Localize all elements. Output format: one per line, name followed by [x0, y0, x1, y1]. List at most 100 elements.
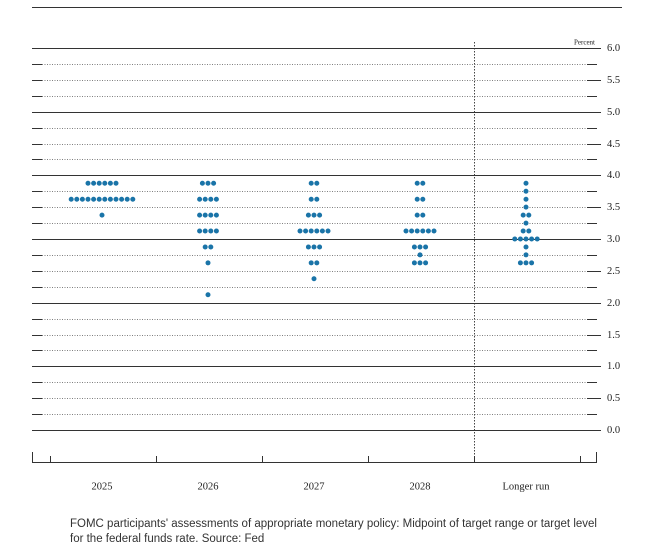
- y-tick-label: 0.5: [607, 393, 620, 404]
- dot: [197, 212, 203, 218]
- dot: [305, 244, 311, 250]
- dot: [523, 244, 529, 250]
- dot: [208, 212, 214, 218]
- dot: [197, 228, 203, 234]
- dot: [311, 244, 317, 250]
- dot: [119, 196, 125, 202]
- dot: [523, 252, 529, 258]
- dot: [211, 180, 217, 186]
- dot: [512, 236, 518, 242]
- dot: [213, 228, 219, 234]
- dot: [414, 212, 420, 218]
- dot: [523, 260, 529, 266]
- y-tick-label: 2.5: [607, 266, 620, 277]
- dot: [423, 260, 429, 266]
- dot: [205, 292, 211, 298]
- dot: [317, 244, 323, 250]
- dot: [414, 228, 420, 234]
- unit-label: Percent: [574, 39, 595, 47]
- dot: [534, 236, 540, 242]
- dot: [130, 196, 136, 202]
- dot: [202, 212, 208, 218]
- dot: [314, 228, 320, 234]
- x-tick-label: 2027: [304, 481, 325, 492]
- dot: [526, 228, 532, 234]
- dot: [79, 196, 85, 202]
- dot: [411, 260, 417, 266]
- dot: [526, 212, 532, 218]
- dot: [529, 236, 535, 242]
- dot: [208, 228, 214, 234]
- dot: [520, 212, 526, 218]
- dot: [74, 196, 80, 202]
- dot: [420, 228, 426, 234]
- dot: [124, 196, 130, 202]
- dot: [517, 236, 523, 242]
- dot: [202, 228, 208, 234]
- dot: [420, 212, 426, 218]
- x-axis: [32, 452, 597, 463]
- y-tick-label: 1.5: [607, 330, 620, 341]
- dot: [523, 180, 529, 186]
- dot: [68, 196, 74, 202]
- dot: [91, 180, 97, 186]
- dot: [205, 180, 211, 186]
- y-tick-label: 5.5: [607, 75, 620, 86]
- dot: [308, 180, 314, 186]
- dot: [202, 244, 208, 250]
- y-tick-label: 5.0: [607, 107, 620, 118]
- dot: [314, 196, 320, 202]
- dot: [420, 196, 426, 202]
- dot: [417, 244, 423, 250]
- dot: [303, 228, 309, 234]
- dot: [208, 244, 214, 250]
- dot: [85, 196, 91, 202]
- dot: [520, 228, 526, 234]
- dot: [523, 188, 529, 194]
- dot: [523, 236, 529, 242]
- dot: [314, 180, 320, 186]
- dot: [102, 180, 108, 186]
- dot: [305, 212, 311, 218]
- dot: [208, 196, 214, 202]
- dot: [414, 180, 420, 186]
- dot: [113, 180, 119, 186]
- dot: [308, 228, 314, 234]
- x-tick-label: Longer run: [503, 481, 551, 492]
- dot: [297, 228, 303, 234]
- dot: [311, 276, 317, 282]
- dot: [423, 244, 429, 250]
- x-tick-label: 2026: [198, 481, 219, 492]
- y-tick-label: 4.5: [607, 139, 620, 150]
- dot: [529, 260, 535, 266]
- dot: [311, 212, 317, 218]
- dot: [414, 196, 420, 202]
- dot: [317, 212, 323, 218]
- dot: [417, 260, 423, 266]
- y-tick-label: 2.0: [607, 298, 620, 309]
- y-tick-label: 4.0: [607, 170, 620, 181]
- dot: [425, 228, 431, 234]
- dot: [96, 196, 102, 202]
- y-tick-label: 3.5: [607, 202, 620, 213]
- dot: [85, 180, 91, 186]
- dot: [325, 228, 331, 234]
- y-tick-label: 0.0: [607, 425, 620, 436]
- dot: [197, 196, 203, 202]
- x-tick-label: 2025: [92, 481, 113, 492]
- dot: [308, 196, 314, 202]
- y-tick-label: 1.0: [607, 361, 620, 372]
- y-tick-label: 3.0: [607, 234, 620, 245]
- dot: [199, 180, 205, 186]
- dot: [523, 196, 529, 202]
- dot: [411, 244, 417, 250]
- dot: [99, 212, 105, 218]
- dot: [308, 260, 314, 266]
- dot: [431, 228, 437, 234]
- dot: [113, 196, 119, 202]
- dot: [417, 252, 423, 258]
- dot: [91, 196, 97, 202]
- dot: [523, 220, 529, 226]
